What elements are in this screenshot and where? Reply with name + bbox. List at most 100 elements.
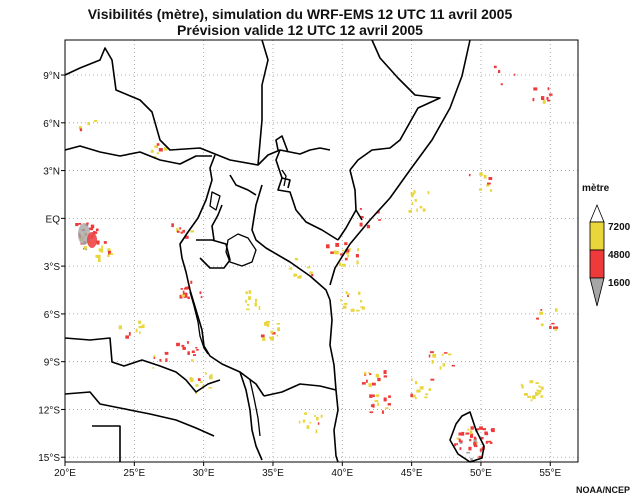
visibility-speckle bbox=[356, 309, 360, 312]
visibility-speckle bbox=[468, 446, 472, 451]
visibility-speckle bbox=[468, 173, 471, 177]
ethiopia-lake bbox=[281, 177, 291, 189]
visibility-speckle bbox=[202, 385, 204, 387]
visibility-speckle bbox=[187, 351, 190, 355]
ethiopia-north bbox=[257, 39, 269, 166]
visibility-speckle bbox=[125, 335, 129, 339]
visibility-speckle bbox=[107, 254, 110, 258]
visibility-speckle bbox=[306, 266, 311, 269]
legend-swatch-red bbox=[589, 249, 605, 279]
graticule bbox=[65, 40, 578, 462]
visibility-speckle bbox=[342, 249, 345, 252]
drc-east-border bbox=[179, 154, 216, 291]
visibility-speckle bbox=[85, 248, 88, 251]
visibility-speckle bbox=[186, 286, 191, 290]
visibility-speckle bbox=[483, 174, 487, 179]
visibility-speckle bbox=[335, 243, 340, 247]
visibility-speckle bbox=[247, 303, 250, 306]
visibility-speckle bbox=[368, 372, 371, 374]
visibility-speckle bbox=[482, 428, 486, 431]
visibility-speckle bbox=[553, 326, 555, 330]
visibility-speckle bbox=[86, 222, 89, 225]
visibility-speckle bbox=[347, 293, 350, 295]
angola-zambia bbox=[64, 337, 221, 393]
visibility-speckle bbox=[246, 308, 250, 311]
y-tick-label: 12°S bbox=[38, 405, 60, 416]
visibility-speckle bbox=[75, 223, 79, 227]
tanzania-south bbox=[263, 383, 337, 397]
madagascar bbox=[449, 411, 485, 463]
visibility-speckle bbox=[317, 422, 320, 425]
visibility-speckle bbox=[276, 334, 278, 337]
visibility-speckle bbox=[304, 412, 307, 415]
y-tick-label: 6°N bbox=[43, 119, 60, 130]
visibility-speckle bbox=[199, 381, 203, 383]
visibility-speckle bbox=[277, 327, 280, 332]
visibility-speckle bbox=[107, 248, 111, 252]
visibility-speckle bbox=[419, 386, 424, 390]
visibility-speckle bbox=[128, 332, 131, 336]
visibility-speckle bbox=[344, 257, 348, 261]
uganda-kenya-border bbox=[251, 184, 331, 301]
visibility-speckle bbox=[422, 208, 426, 212]
lake-turkana bbox=[281, 169, 287, 187]
visibility-speckle bbox=[540, 323, 544, 327]
visibility-speckle bbox=[411, 202, 414, 205]
visibility-speckle bbox=[493, 65, 497, 69]
visibility-speckle bbox=[153, 356, 156, 359]
visibility-speckle bbox=[267, 323, 270, 328]
map-frame bbox=[64, 39, 579, 463]
visibility-speckle bbox=[369, 394, 373, 397]
visibility-speckle bbox=[208, 387, 213, 389]
visibility-speckle bbox=[532, 98, 535, 102]
visibility-speckle bbox=[513, 73, 516, 76]
lake-victoria bbox=[225, 233, 257, 267]
visibility-speckle bbox=[90, 224, 95, 229]
somalia-inner bbox=[355, 209, 363, 221]
visibility-speckle bbox=[377, 402, 379, 406]
visibility-speckle bbox=[554, 326, 559, 329]
y-tick-label: 3°N bbox=[43, 167, 60, 178]
visibility-speckle bbox=[378, 219, 381, 221]
visibility-speckle bbox=[383, 397, 387, 402]
visibility-speckle bbox=[195, 384, 199, 387]
ethiopia-somalia-border bbox=[337, 169, 357, 241]
visibility-speckle bbox=[94, 231, 98, 234]
y-tick-label: 9°S bbox=[44, 358, 61, 369]
x-tick-label: 30°E bbox=[193, 468, 215, 479]
x-tick-label: 40°E bbox=[331, 468, 353, 479]
visibility-speckle bbox=[413, 190, 416, 194]
eritrea-coast bbox=[349, 39, 441, 171]
visibility-speckle bbox=[182, 346, 186, 350]
visibility-speckle bbox=[294, 273, 297, 277]
tanzania-west bbox=[189, 289, 265, 397]
visibility-speckle bbox=[156, 143, 160, 146]
visibility-speckle bbox=[118, 325, 122, 330]
visibility-speckle bbox=[333, 250, 337, 254]
visibility-speckle bbox=[377, 377, 381, 382]
lake-albert bbox=[209, 191, 221, 211]
ethiopia-inner bbox=[275, 135, 289, 153]
visibility-speckle bbox=[347, 295, 349, 297]
visibility-speckle bbox=[551, 322, 555, 325]
visibility-speckle bbox=[484, 431, 488, 435]
visibility-speckle bbox=[87, 122, 90, 126]
visibility-speckle bbox=[254, 302, 257, 307]
visibility-speckle bbox=[159, 359, 162, 362]
visibility-speckle bbox=[165, 358, 168, 362]
visibility-speckle bbox=[108, 250, 112, 255]
visibility-speckle bbox=[470, 457, 473, 462]
visibility-speckle bbox=[480, 437, 484, 440]
visibility-speckle bbox=[209, 375, 213, 380]
visibility-speckle bbox=[181, 344, 185, 347]
visibility-speckle bbox=[176, 342, 180, 347]
visibility-speckle bbox=[355, 254, 359, 258]
visibility-speckle bbox=[535, 392, 539, 396]
visibility-speckle bbox=[383, 370, 387, 374]
visibility-speckle bbox=[555, 308, 558, 312]
visibility-speckle bbox=[326, 244, 330, 249]
visibility-speckle bbox=[78, 126, 82, 130]
visibility-speckle bbox=[410, 192, 415, 196]
visibility-speckle bbox=[547, 87, 550, 91]
